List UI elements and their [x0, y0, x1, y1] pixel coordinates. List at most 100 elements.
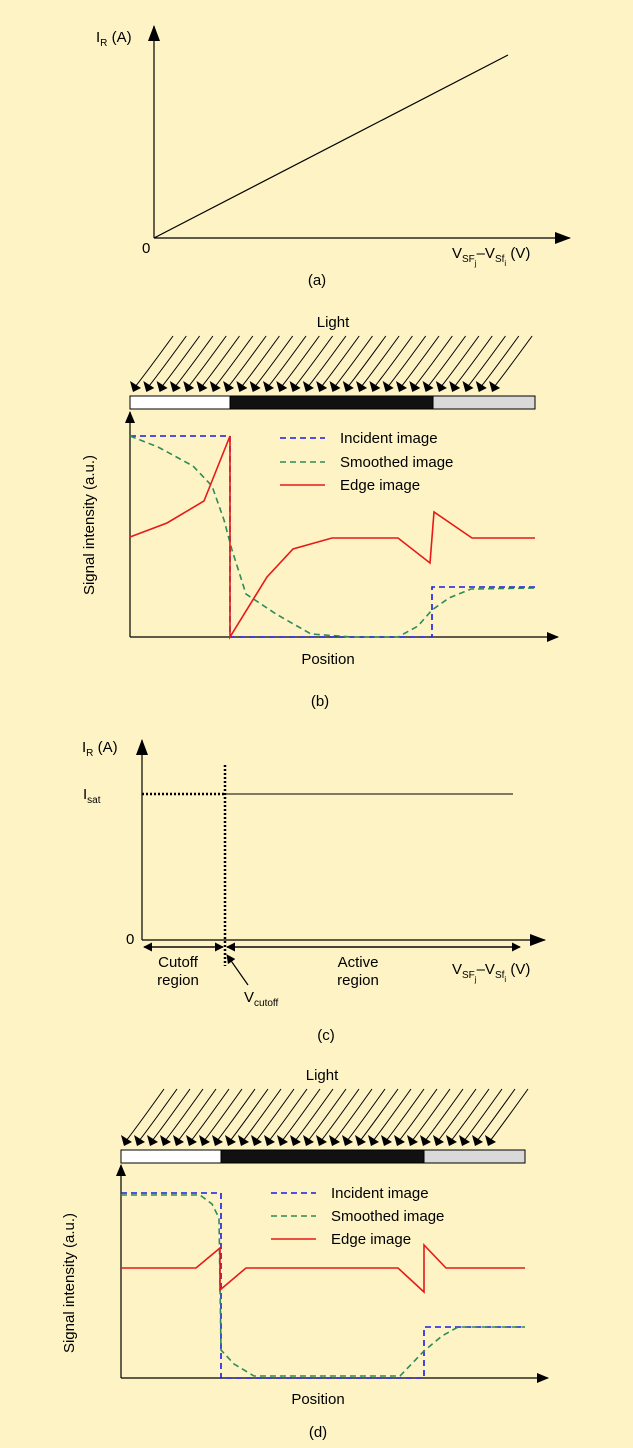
light-arrow-icon [329, 1088, 373, 1146]
light-arrow-icon [462, 335, 506, 392]
light-arrow-icon [356, 335, 400, 392]
light-arrow-icon [183, 335, 227, 392]
light-arrow-icon [236, 335, 280, 392]
light-arrow-icon [156, 335, 201, 392]
light-arrow-icon [209, 335, 254, 392]
panel-c-cutoff-region-line1: Cutoff [158, 954, 199, 971]
light-arrow-icon [329, 335, 373, 392]
light-arrow-icon [238, 1088, 282, 1146]
light-arrow-icon [289, 335, 334, 392]
panel-c-x-label: VSFj–VSfi (V) [452, 961, 530, 984]
light-arrow-icon [316, 335, 360, 392]
light-arrow-icon [147, 1088, 191, 1146]
light-arrow-icon [409, 335, 453, 392]
panel-d-legend-incident-label: Incident image [331, 1185, 429, 1202]
light-arrow-icon [355, 1088, 399, 1146]
light-arrow-icon [212, 1088, 256, 1146]
panel-d-light-arrows [121, 1088, 529, 1146]
panel-b-legend-incident-label: Incident image [340, 430, 438, 447]
light-arrow-icon [342, 335, 387, 392]
panel-d: Light Incident image Smoothed image Edge… [61, 1067, 549, 1441]
panel-b-light-label: Light [317, 314, 350, 331]
panel-b-smoothed-curve [129, 435, 536, 638]
light-arrow-icon [251, 1088, 295, 1146]
panel-c-active-region-line2: region [337, 972, 379, 989]
panel-d-smoothed-curve [121, 1194, 525, 1377]
panel-c-isat-label: Isat [83, 786, 101, 806]
panel-d-x-label: Position [291, 1391, 344, 1408]
panel-b-incident-curve [130, 435, 535, 638]
panel-b-edge-curve [129, 435, 535, 640]
light-arrow-icon [276, 335, 320, 392]
panel-d-edge-curve [121, 1243, 525, 1294]
panel-a-caption: (a) [308, 272, 326, 289]
light-arrow-icon [381, 1088, 425, 1146]
panel-d-y-label: Signal intensity (a.u.) [61, 1213, 78, 1353]
panel-c-active-region-line1: Active [338, 954, 379, 971]
panel-b: Light Incident image Smoothed image Edge… [81, 314, 559, 710]
light-arrow-icon [196, 335, 240, 392]
light-arrow-icon [459, 1088, 503, 1146]
light-arrow-icon [316, 1088, 360, 1146]
panel-b-x-label: Position [301, 651, 354, 668]
light-arrow-icon [264, 1088, 308, 1146]
light-arrow-icon [223, 335, 267, 392]
light-arrow-icon [249, 335, 294, 392]
panel-d-legend-edge-label: Edge image [331, 1231, 411, 1248]
panel-c: IR (A) Isat 0 Cutoff region Active regio… [82, 739, 546, 1044]
light-arrow-icon [489, 335, 533, 392]
panel-b-bar-white [129, 395, 231, 410]
light-arrow-icon [485, 1088, 529, 1146]
light-arrow-icon [169, 335, 214, 392]
light-arrow-icon [394, 1088, 438, 1146]
panel-a-y-label: IR (A) [96, 29, 132, 49]
light-arrow-icon [199, 1088, 243, 1146]
panel-a-linear-line [153, 54, 509, 239]
light-arrow-icon [422, 335, 467, 392]
light-arrow-icon [121, 1088, 165, 1146]
panel-b-legend: Incident image Smoothed image Edge image [280, 430, 453, 494]
panel-d-legend: Incident image Smoothed image Edge image [271, 1185, 444, 1248]
panel-d-caption: (d) [309, 1424, 327, 1441]
panel-b-light-arrows [130, 335, 533, 392]
light-arrow-icon [277, 1088, 321, 1146]
panel-b-legend-edge-label: Edge image [340, 477, 420, 494]
light-arrow-icon [472, 1088, 516, 1146]
light-arrow-icon [173, 1088, 217, 1146]
light-arrow-icon [382, 335, 427, 392]
panel-b-caption: (b) [311, 693, 329, 710]
light-arrow-icon [369, 335, 413, 392]
panel-d-incident-curve [121, 1192, 525, 1379]
panel-c-origin: 0 [126, 931, 134, 948]
panel-a-x-label: VSFj–VSfi (V) [452, 245, 530, 268]
panel-c-vcutoff-pointer [226, 954, 249, 986]
panel-d-bar-dark [220, 1149, 425, 1164]
panel-a: IR (A) 0 VSFj–VSfi (V) (a) [96, 25, 571, 289]
panel-d-legend-smoothed-label: Smoothed image [331, 1208, 444, 1225]
panel-b-legend-smoothed-label: Smoothed image [340, 454, 453, 471]
light-arrow-icon [407, 1088, 451, 1146]
panel-d-bar-light [423, 1149, 526, 1164]
light-arrow-icon [368, 1088, 412, 1146]
light-arrow-icon [446, 1088, 490, 1146]
panel-c-caption: (c) [317, 1027, 335, 1044]
light-arrow-icon [475, 335, 520, 392]
light-arrow-icon [225, 1088, 269, 1146]
light-arrow-icon [130, 335, 174, 392]
panel-c-vcutoff-label: Vcutoff [244, 989, 279, 1009]
light-arrow-icon [303, 1088, 347, 1146]
panel-b-bar-dark [229, 395, 434, 410]
panel-d-bar-white [120, 1149, 222, 1164]
light-arrow-icon [342, 1088, 386, 1146]
light-arrow-icon [186, 1088, 230, 1146]
light-arrow-icon [290, 1088, 334, 1146]
light-arrow-icon [420, 1088, 464, 1146]
panel-b-y-label: Signal intensity (a.u.) [81, 455, 98, 595]
light-arrow-icon [433, 1088, 477, 1146]
light-arrow-icon [449, 335, 493, 392]
panel-c-y-label: IR (A) [82, 739, 118, 759]
light-arrow-icon [435, 335, 480, 392]
light-arrow-icon [160, 1088, 204, 1146]
panel-a-origin: 0 [142, 240, 150, 257]
